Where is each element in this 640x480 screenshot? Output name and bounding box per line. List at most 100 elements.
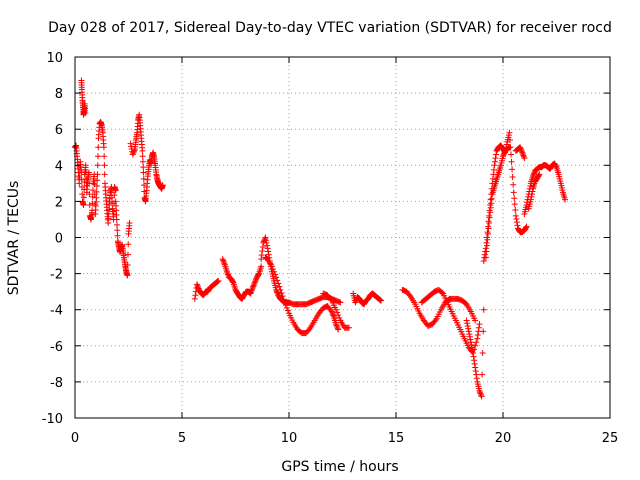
data-point [536,171,543,178]
data-point [200,289,209,299]
y-tick-label: 4 [55,159,63,174]
data-point [508,158,517,188]
data-point [500,149,508,160]
data-point [81,100,89,114]
data-point [427,289,437,299]
data-point [159,182,166,189]
x-axis-title: GPS time / hours [281,459,398,475]
data-point [463,301,473,313]
data-point [81,164,89,178]
data-point [465,328,474,343]
y-tick-label: -8 [50,376,63,391]
data-point [403,288,413,299]
data-series-seg18 [525,171,543,212]
data-point [223,268,232,279]
tick-labels: 0 5 10 15 20 25 -10 -8 -6 -4 -2 0 2 4 6 8 10 [42,51,619,446]
data-point [562,196,569,203]
y-tick-label: -10 [42,412,63,427]
data-point [249,280,258,292]
chart-title: Day 028 of 2017, Sidereal Day-to-day VTE… [48,20,612,36]
data-point [474,378,482,392]
data-point [311,312,321,324]
data-point [487,195,495,216]
x-tick-label: 5 [178,431,186,446]
data-point [521,155,528,162]
data-point [437,301,448,313]
x-tick-label: 25 [602,431,619,446]
data-point [324,292,334,303]
data-series-seg16 [512,144,528,162]
data-point [273,286,281,297]
data-point [120,248,127,261]
data-point [290,319,300,331]
data-point [193,281,202,292]
data-point [251,275,260,286]
data-point [495,164,504,176]
data-point [452,317,463,331]
data-series-seg8 [262,254,342,337]
data-point [150,149,157,160]
data-point [137,122,145,139]
axis-ticks [74,56,611,419]
data-series-seg5 [191,277,222,302]
data-point [260,235,268,246]
data-series-seg3 [112,198,133,279]
data-point [335,326,342,333]
data-point [345,324,352,331]
data-point [307,319,317,331]
data-point [480,248,489,264]
data-point [138,135,146,151]
data-point [478,328,487,400]
data-point [472,317,479,324]
data-point [489,185,497,198]
data-point [152,162,160,176]
data-point [510,189,519,213]
data-point [247,286,256,297]
data-point [557,180,566,194]
data-series-seg11 [399,286,479,329]
y-tick-label: -2 [50,268,63,283]
data-point [268,263,279,278]
data-point [472,364,480,382]
data-point [97,118,105,128]
data-point [277,286,287,303]
data-series-seg1 [72,118,119,227]
data-point [480,306,487,313]
data-point [328,297,339,311]
data-point [433,308,443,322]
data-point [476,321,483,328]
y-tick-label: 10 [46,51,63,66]
data-point [527,188,536,203]
data-point [103,194,110,211]
data-series-seg13 [463,306,487,400]
data-point [333,321,341,332]
y-axis-title: SDTVAR / TECUs [6,181,22,296]
data-point [82,109,89,116]
data-point [482,236,491,261]
data-point [474,324,482,342]
data-point [303,326,313,337]
data-point [416,310,426,322]
data-point [412,301,422,315]
x-tick-label: 10 [281,431,298,446]
data-point [470,350,478,367]
y-tick-label: 8 [55,87,63,102]
data-point [311,296,321,304]
data-point [219,256,228,267]
data-point [463,317,472,332]
grid-lines [75,57,610,418]
data-point [139,147,147,171]
data-point [457,326,467,340]
data-point [73,142,80,157]
x-tick-label: 15 [388,431,405,446]
data-point [521,204,530,218]
x-tick-label: 20 [495,431,512,446]
data-point [101,180,109,198]
y-tick-label: 6 [55,123,63,138]
data-point [253,271,262,281]
data-point [435,286,446,296]
data-point [512,212,521,229]
data-point [215,277,222,284]
data-point [126,220,133,227]
